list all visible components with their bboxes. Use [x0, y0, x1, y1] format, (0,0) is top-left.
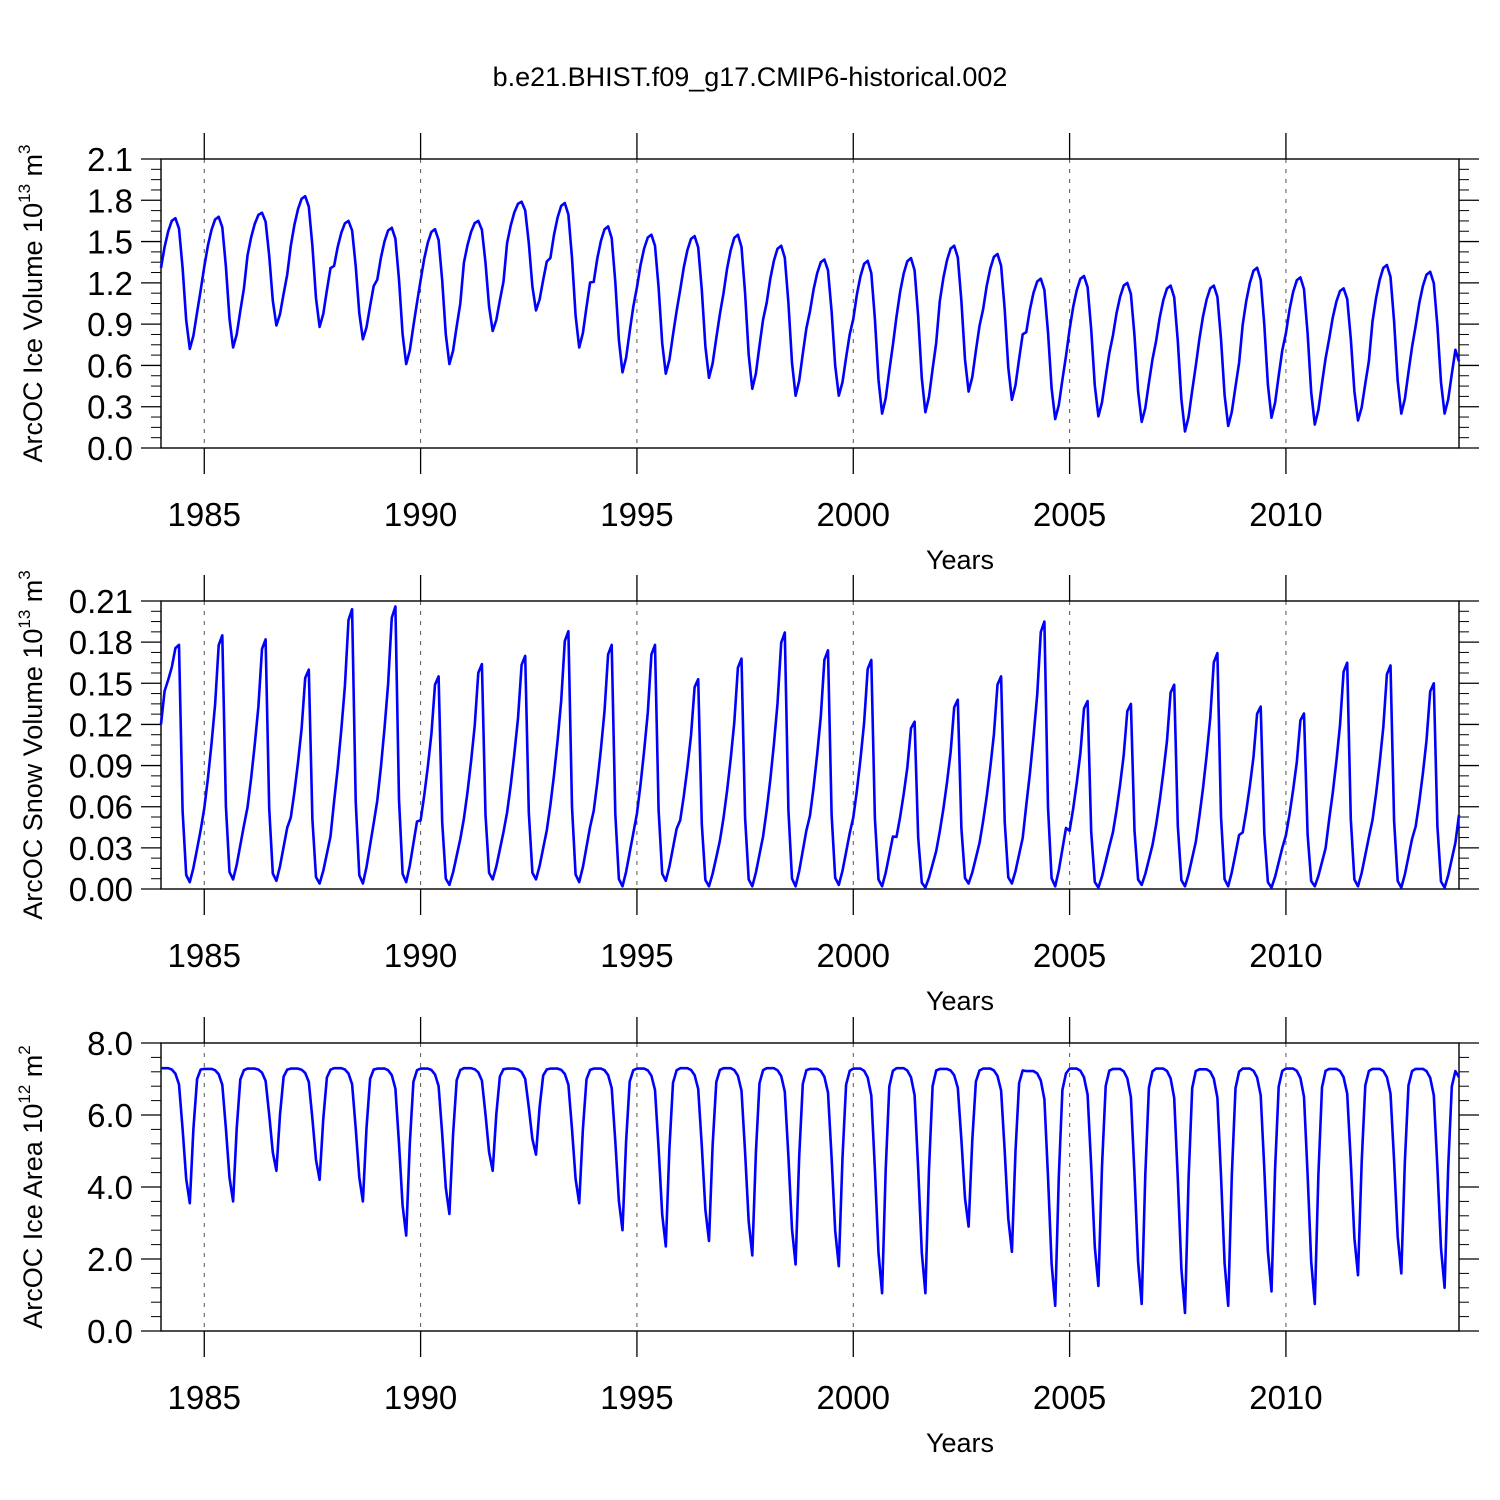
x-tick-label: 2010 [1249, 937, 1322, 974]
y-tick-label: 0.12 [69, 706, 133, 743]
y-tick-label: 0.3 [87, 389, 133, 426]
series-line-arcoc-ice-area [161, 1066, 1461, 1315]
x-axis-title: Years [926, 545, 994, 575]
chart-panel-1: 0.0 0.3 0.6 0.9 1.2 1.5 1.8 2.1 1985 1990 1995 2000… [15, 133, 1479, 575]
x-tick-label: 2010 [1249, 1379, 1322, 1416]
x-tick-label: 2005 [1033, 496, 1106, 533]
x-tick-label: 2005 [1033, 937, 1106, 974]
y-tick-label: 0.06 [69, 789, 133, 826]
y-tick-label: 1.8 [87, 182, 133, 219]
series-line-arcoc-ice-volume [159, 194, 1461, 433]
y-tick-label: 8.0 [87, 1025, 133, 1062]
x-tick-label: 1985 [168, 937, 241, 974]
chart-panel-3: 0.0 2.0 4.0 6.0 8.0 1985 1990 1995 2000 2005 2010 Y… [15, 1017, 1479, 1458]
y-tick-label: 4.0 [87, 1169, 133, 1206]
x-tick-label: 1995 [600, 937, 673, 974]
x-tick-label: 1985 [168, 496, 241, 533]
y-tick-label: 0.09 [69, 748, 133, 785]
x-tick-label: 1990 [384, 496, 457, 533]
y-tick-label: 0.0 [87, 430, 133, 467]
x-axis-title: Years [926, 1428, 994, 1458]
x-tick-label: 1995 [600, 1379, 673, 1416]
y-tick-label: 0.15 [69, 665, 133, 702]
y-tick-label: 0.21 [69, 583, 133, 620]
series-line-arcoc-snow-volume [159, 605, 1461, 889]
x-tick-label: 2000 [817, 937, 890, 974]
y-tick-label: 2.1 [87, 141, 133, 178]
x-tick-label: 2010 [1249, 496, 1322, 533]
y-axis-title: ArcOC Ice Area 1012 m2 [15, 1045, 48, 1329]
x-tick-label: 1985 [168, 1379, 241, 1416]
y-tick-label: 0.00 [69, 871, 133, 908]
y-tick-label: 1.5 [87, 224, 133, 261]
x-tick-label: 2005 [1033, 1379, 1106, 1416]
y-tick-label: 0.18 [69, 624, 133, 661]
x-tick-label: 2000 [817, 1379, 890, 1416]
y-axis-title: ArcOC Snow Volume 1013 m3 [15, 570, 48, 920]
y-axis-title: ArcOC Ice Volume 1013 m3 [15, 144, 48, 462]
y-tick-label: 1.2 [87, 265, 133, 302]
y-tick-label: 6.0 [87, 1097, 133, 1134]
x-tick-label: 2000 [817, 496, 890, 533]
x-tick-label: 1990 [384, 937, 457, 974]
y-tick-label: 0.03 [69, 830, 133, 867]
x-tick-label: 1990 [384, 1379, 457, 1416]
chart-panel-2: 0.00 0.03 0.06 0.09 0.12 0.15 0.18 0.21 1985 1990… [15, 570, 1479, 1016]
x-tick-label: 1995 [600, 496, 673, 533]
y-tick-label: 0.0 [87, 1313, 133, 1350]
y-tick-label: 0.6 [87, 347, 133, 384]
y-tick-label: 0.9 [87, 306, 133, 343]
page-title: b.e21.BHIST.f09_g17.CMIP6-historical.002 [492, 62, 1008, 92]
y-tick-label: 2.0 [87, 1241, 133, 1278]
x-axis-title: Years [926, 986, 994, 1016]
